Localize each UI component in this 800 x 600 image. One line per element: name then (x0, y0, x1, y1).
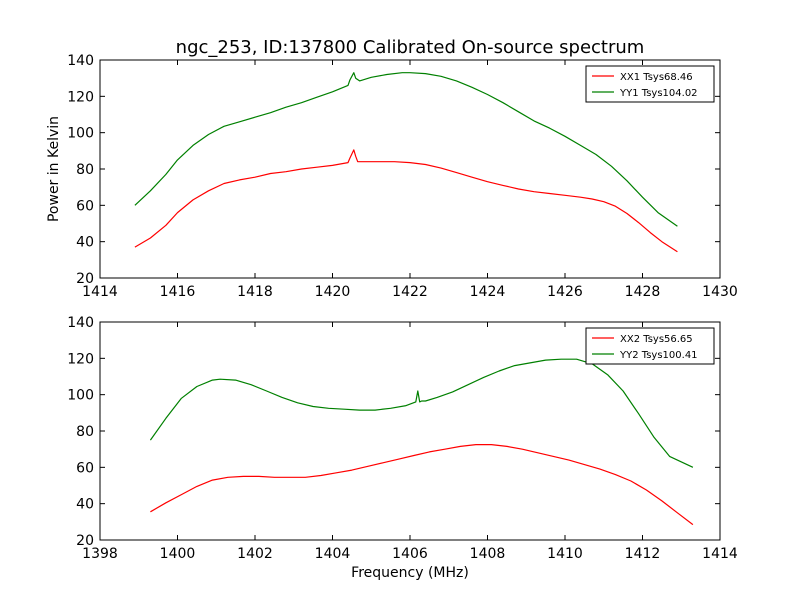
top-spectrum-panel: 1414 1416 1418 1420 1422 1424 1426 1428 1430 20 40… (46, 53, 738, 300)
x-tick-label: 1428 (625, 284, 661, 300)
x-tick-label: 1420 (315, 284, 351, 300)
y-tick-label: 60 (76, 198, 94, 214)
y-tick-label: 40 (76, 235, 94, 251)
series-line (134, 149, 678, 253)
legend-box (585, 65, 715, 103)
x-tick-label: 1416 (160, 284, 196, 300)
y-tick-label: 80 (76, 162, 94, 178)
x-tick-label: 1426 (547, 284, 583, 300)
x-axis-title: Frequency (MHz) (351, 565, 469, 581)
legend-label: XX2 Tsys56.65 (620, 334, 693, 345)
y-tick-label: 60 (76, 460, 94, 476)
x-tick-label: 1400 (160, 546, 196, 562)
x-tick-label: 1418 (237, 284, 273, 300)
x-tick-label: 1402 (237, 546, 273, 562)
y-tick-label: 20 (76, 271, 94, 287)
y-tick-label: 140 (67, 53, 94, 69)
figure-title: ngc_253, ID:137800 Calibrated On-source … (176, 37, 645, 58)
y-tick-label: 100 (67, 388, 94, 404)
x-tick-label: 1430 (702, 284, 738, 300)
series-line (150, 444, 694, 526)
legend-box (585, 327, 715, 365)
y-tick-label: 140 (67, 315, 94, 331)
y-tick-label: 120 (67, 89, 94, 105)
x-tick-label: 1406 (392, 546, 428, 562)
series-line (134, 72, 678, 227)
y-tick-label: 120 (67, 351, 94, 367)
y-tick-label: 40 (76, 497, 94, 513)
bottom-spectrum-panel: 1398 1400 1402 1404 1406 1408 1410 1412 1414 20 40… (67, 315, 738, 581)
x-tick-label: 1414 (702, 546, 738, 562)
series-line (149, 358, 694, 468)
legend-label: YY1 Tsys104.02 (619, 88, 698, 99)
x-tick-label: 1422 (392, 284, 428, 300)
y-tick-label: 100 (67, 126, 94, 142)
x-tick-label: 1410 (547, 546, 583, 562)
x-tick-label: 1404 (315, 546, 351, 562)
x-tick-label: 1398 (82, 546, 118, 562)
legend-label: YY2 Tsys100.41 (619, 350, 698, 361)
y-tick-label: 80 (76, 424, 94, 440)
x-tick-label: 1408 (470, 546, 506, 562)
x-tick-label: 1412 (625, 546, 661, 562)
legend-label: XX1 Tsys68.46 (620, 72, 693, 83)
x-tick-label: 1414 (82, 284, 118, 300)
x-tick-label: 1424 (470, 284, 506, 300)
y-tick-label: 20 (76, 533, 94, 549)
y-axis-title: Power in Kelvin (46, 116, 62, 222)
